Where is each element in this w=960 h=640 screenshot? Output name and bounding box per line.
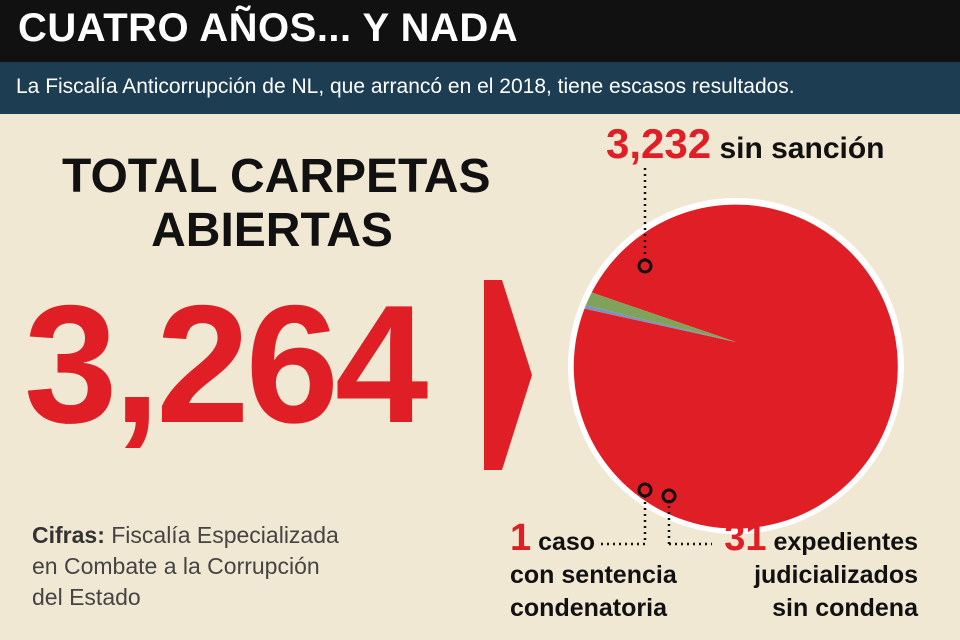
arrow-right-icon [484, 280, 532, 470]
total-label: TOTAL CARPETAS ABIERTAS [62, 150, 491, 258]
source-line2: en Combate a la Corrupción [32, 553, 320, 579]
pie-slice-con-sentencia-condenatoria [584, 305, 736, 342]
page-title: CUATRO AÑOS... Y NADA [18, 6, 519, 50]
subtitle-bar: La Fiscalía Anticorrupción de NL, que ar… [0, 62, 960, 114]
label-expedientes-line1: expedientes [766, 528, 918, 556]
label-caso-number: 1 [510, 517, 532, 559]
header-bar: CUATRO AÑOS... Y NADA [0, 0, 960, 62]
label-sin-sancion-number: 3,232 [606, 120, 712, 167]
total-label-line2: ABIERTAS [151, 204, 393, 257]
label-expedientes-line2: judicializados [754, 561, 918, 589]
label-sin-sancion-text: sin sanción [711, 132, 885, 165]
source-prefix: Cifras: [32, 522, 105, 548]
source-line3: del Estado [32, 584, 141, 610]
marker-expedientes [661, 488, 677, 504]
pie-slice-sin-sanci-n [573, 204, 898, 529]
source-note: Cifras: Fiscalía Especializada en Combat… [32, 520, 339, 613]
label-expedientes-number: 31 [724, 517, 767, 559]
label-caso-line1: caso [531, 528, 596, 556]
label-expedientes: 31 expedientes judicializados sin conden… [700, 519, 918, 625]
pie-slice-expedientes-judicializados-sin-condena [585, 292, 736, 342]
label-sin-sancion: 3,232 sin sanción [606, 120, 885, 168]
page-subtitle: La Fiscalía Anticorrupción de NL, que ar… [16, 75, 795, 98]
label-expedientes-line3: sin condena [772, 594, 918, 622]
total-label-line1: TOTAL CARPETAS [62, 150, 491, 203]
source-line1: Fiscalía Especializada [104, 522, 339, 548]
label-caso-line3: condenatoria [510, 594, 667, 622]
label-caso: 1 caso con sentencia condenatoria [510, 519, 677, 625]
label-caso-line2: con sentencia [510, 561, 677, 589]
marker-caso [637, 482, 653, 498]
marker-sin-sancion [637, 258, 653, 274]
total-value: 3,264 [24, 270, 428, 458]
